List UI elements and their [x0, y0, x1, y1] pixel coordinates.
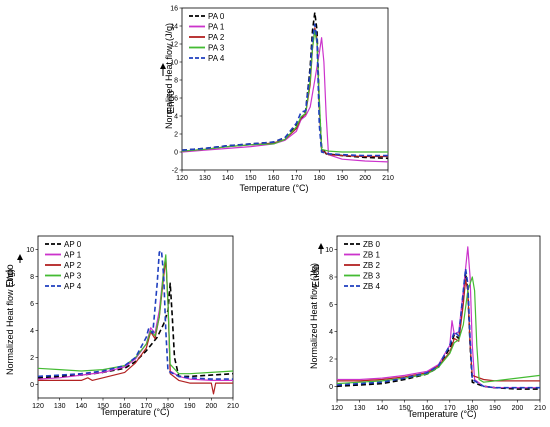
- x-tick-label: 140: [376, 405, 388, 412]
- y-tick-label: 16: [170, 6, 178, 13]
- x-tick-label: 150: [97, 403, 109, 410]
- x-tick-label: 180: [466, 405, 478, 412]
- y-tick-label: 10: [26, 247, 34, 254]
- y-axis-label: Normalized Heat flow (J/g): [5, 269, 15, 375]
- endo-label: Endo: [166, 90, 177, 114]
- x-tick-label: 130: [54, 403, 66, 410]
- y-tick-label: 2: [329, 357, 333, 364]
- y-tick-label: 4: [329, 329, 333, 336]
- y-tick-label: 4: [30, 328, 34, 335]
- chart-panel-pa: Endo Normalized Heat flow (J/g) Temperat…: [160, 6, 394, 193]
- x-tick-label: 190: [489, 405, 501, 412]
- series-line-pa3: [181, 29, 388, 153]
- series-line-ap4: [37, 250, 233, 380]
- legend: ZB 0 ZB 1ZB 2 ZB 3ZB 4: [344, 240, 380, 291]
- x-tick-label: 130: [199, 175, 211, 182]
- y-axis-label: Normalized Heat flow (J/g): [309, 263, 319, 369]
- legend-label: AP 4: [64, 282, 82, 291]
- x-axis-label: Temperature (°C): [100, 407, 169, 417]
- legend-label: PA 1: [208, 23, 225, 32]
- y-tick-label: 14: [170, 24, 178, 31]
- y-tick-label: 6: [329, 302, 333, 309]
- plot-area: [336, 235, 541, 401]
- y-tick-label: 10: [325, 247, 333, 254]
- y-tick-label: 8: [30, 274, 34, 281]
- y-tick-label: 6: [174, 96, 178, 103]
- legend-label: AP 1: [64, 251, 82, 260]
- x-tick-label: 170: [140, 403, 152, 410]
- legend-label: ZB 2: [363, 261, 380, 270]
- series-line-zb2: [337, 279, 540, 382]
- x-tick-label: 120: [32, 403, 44, 410]
- x-tick-label: 160: [119, 403, 131, 410]
- x-tick-label: 200: [205, 403, 217, 410]
- x-tick-label: 120: [176, 175, 188, 182]
- x-tick-label: 160: [421, 405, 433, 412]
- plot-area: [37, 235, 234, 399]
- y-tick-label: 8: [329, 275, 333, 282]
- y-axis-label: Normalized Heat flow (J/g): [164, 23, 174, 129]
- x-axis-label: Temperature (°C): [239, 183, 308, 193]
- y-tick-label: -2: [172, 168, 178, 175]
- x-tick-label: 180: [313, 175, 325, 182]
- legend-label: PA 3: [208, 44, 225, 53]
- chart-panel-ap: Endo Normalized Heat flow (J/g) Temperat…: [5, 235, 239, 417]
- chart-panel-zb: Endo Normalized Heat flow (J/g) Temperat…: [309, 235, 546, 419]
- y-tick-label: 0: [174, 150, 178, 157]
- series-line-ap3: [37, 254, 234, 375]
- x-tick-label: 210: [227, 403, 239, 410]
- y-tick-label: 0: [329, 384, 333, 391]
- x-tick-label: 190: [184, 403, 196, 410]
- endo-label: Endo: [311, 264, 322, 288]
- plot-area: [181, 7, 389, 171]
- y-tick-label: 8: [174, 78, 178, 85]
- y-tick-label: 0: [30, 382, 34, 389]
- legend-label: PA 4: [208, 54, 225, 63]
- series-line-zb3: [336, 276, 541, 385]
- x-tick-label: 140: [222, 175, 234, 182]
- legend-label: ZB 1: [363, 251, 380, 260]
- x-tick-label: 130: [354, 405, 366, 412]
- x-tick-label: 190: [336, 175, 348, 182]
- endo-arrow-icon: [17, 254, 23, 263]
- x-axis-label: Temperature (°C): [407, 409, 476, 419]
- x-tick-label: 210: [382, 175, 394, 182]
- series-line-zb4: [336, 268, 540, 389]
- legend-label: AP 3: [64, 272, 82, 281]
- y-tick-label: 12: [170, 42, 178, 49]
- legend-label: PA 0: [208, 12, 225, 21]
- legend-label: PA 2: [208, 33, 225, 42]
- endo-arrow-icon: [160, 63, 166, 76]
- x-tick-label: 140: [75, 403, 87, 410]
- legend-label: ZB 4: [363, 282, 380, 291]
- x-tick-label: 200: [359, 175, 371, 182]
- x-tick-label: 170: [291, 175, 303, 182]
- series-line-pa4: [181, 23, 388, 157]
- x-tick-label: 150: [245, 175, 257, 182]
- x-tick-label: 210: [534, 405, 546, 412]
- x-tick-label: 170: [444, 405, 456, 412]
- y-tick-label: 4: [174, 114, 178, 121]
- y-tick-label: 2: [174, 132, 178, 139]
- endo-label: Endo: [5, 264, 16, 288]
- legend: AP 0 AP 1AP 2 AP 3AP 4: [45, 240, 82, 291]
- y-tick-label: 6: [30, 301, 34, 308]
- x-tick-label: 150: [399, 405, 411, 412]
- y-tick-label: 2: [30, 355, 34, 362]
- legend: PA 0 PA 1PA 2 PA 3PA 4: [189, 12, 225, 63]
- legend-label: ZB 3: [363, 272, 380, 281]
- x-tick-label: 180: [162, 403, 174, 410]
- x-tick-label: 200: [512, 405, 524, 412]
- legend-label: ZB 0: [363, 240, 380, 249]
- legend-label: AP 0: [64, 240, 82, 249]
- endo-arrow-icon: [318, 243, 324, 254]
- y-tick-label: 10: [170, 60, 178, 67]
- x-tick-label: 160: [268, 175, 280, 182]
- legend-label: AP 2: [64, 261, 82, 270]
- x-tick-label: 120: [331, 405, 343, 412]
